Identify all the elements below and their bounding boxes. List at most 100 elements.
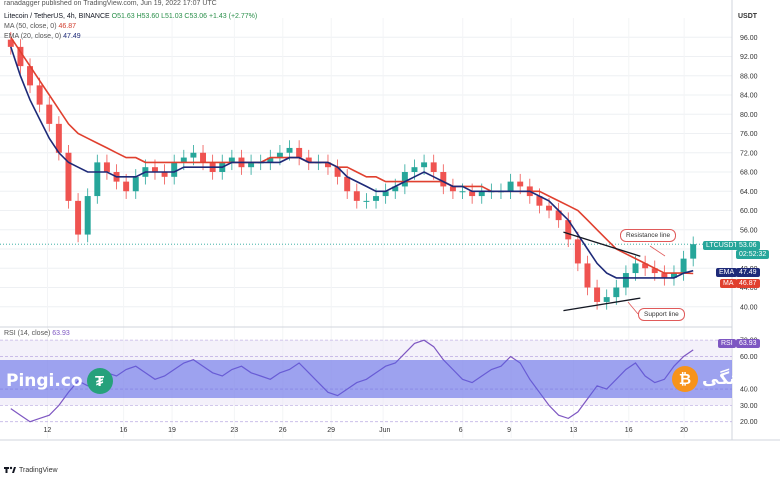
date-tick-label: 9 — [507, 427, 511, 434]
tradingview-logo[interactable]: TradingView — [4, 466, 58, 474]
candle-body — [267, 157, 274, 163]
candle-body — [161, 172, 168, 177]
date-tick-label: Jun — [379, 427, 390, 434]
ma50-line — [10, 36, 694, 275]
date-tick-label: 16 — [120, 427, 128, 434]
candle-body — [661, 273, 668, 278]
candle-body — [17, 46, 24, 67]
pingi-brand-persian: پینگی — [702, 369, 750, 389]
price-tick-label: 84.00 — [740, 93, 758, 100]
candle-body — [334, 167, 341, 177]
date-tick-label: 16 — [625, 427, 633, 434]
support-connector — [627, 301, 639, 315]
price-tick-label: 60.00 — [740, 208, 758, 215]
candle-body — [382, 191, 389, 197]
rsi-value-badge: 63.93 — [736, 339, 760, 348]
candle-body — [594, 287, 601, 302]
candle-body — [546, 205, 553, 211]
price-tick-label: 72.00 — [740, 150, 758, 157]
tradingview-icon — [4, 466, 16, 473]
brand-left: Pingi.co ₮ — [6, 368, 113, 394]
candle-body — [190, 152, 197, 158]
candle-body — [670, 273, 677, 278]
axis-currency: USDT — [738, 13, 758, 20]
price-tick-label: 88.00 — [740, 73, 758, 80]
candle-body — [651, 268, 658, 274]
rsi-legend[interactable]: RSI (14, close) 63.93 — [4, 330, 70, 337]
candle-body — [84, 196, 91, 235]
candle-body — [75, 200, 82, 235]
candle-body — [517, 181, 524, 187]
candle-body — [430, 162, 437, 172]
candle-body — [603, 297, 610, 302]
candle-body — [449, 186, 456, 192]
date-tick-label: 26 — [279, 427, 287, 434]
price-tick-label: 92.00 — [740, 54, 758, 61]
candle-body — [228, 157, 235, 163]
date-tick-label: 12 — [44, 427, 52, 434]
candle-body — [46, 104, 53, 124]
ema20-line — [10, 46, 694, 279]
ma-legend[interactable]: MA (50, close, 0) 46.87 — [4, 23, 76, 30]
ema-legend[interactable]: EMA (20, close, 0) 47.49 — [4, 33, 81, 40]
candle-body — [363, 200, 370, 202]
candle-body — [392, 186, 399, 192]
candle-body — [151, 167, 158, 172]
candle-body — [411, 167, 418, 172]
candle-body — [296, 147, 303, 158]
candle-body — [36, 85, 43, 105]
ma-tag: MA — [720, 279, 737, 288]
resistance-connector — [649, 245, 666, 257]
price-tick-label: 96.00 — [740, 35, 758, 42]
support-line — [563, 297, 641, 312]
candle-body — [459, 191, 466, 193]
candle-body — [171, 162, 178, 177]
bitcoin-icon: ₿ — [672, 366, 698, 392]
date-tick-label: 6 — [459, 427, 463, 434]
ema-value-badge: 47.49 — [736, 268, 760, 277]
price-tick-label: 68.00 — [740, 170, 758, 177]
price-tick-label: 76.00 — [740, 131, 758, 138]
candle-body — [103, 162, 110, 172]
ma-legend-value: 46.87 — [58, 23, 77, 30]
candle-body — [574, 239, 581, 264]
date-tick-label: 20 — [680, 427, 688, 434]
candle-body — [344, 176, 351, 192]
resistance-callout: Resistance line — [620, 229, 677, 242]
candle-body — [421, 162, 428, 168]
resistance-line — [563, 231, 641, 257]
ticker-badge: LTCUSDT — [703, 241, 741, 250]
candle-body — [180, 157, 187, 163]
pingi-brand-text: Pingi.co — [6, 371, 83, 391]
ema-legend-value: 47.49 — [63, 33, 81, 40]
candle-body — [622, 273, 629, 288]
candle-body — [55, 123, 62, 153]
candle-body — [555, 210, 562, 221]
date-tick-label: 19 — [168, 427, 176, 434]
symbol-name[interactable]: Litecoin / TetherUS, 4h, BINANCE — [4, 13, 110, 20]
rsi-tag: RSI — [718, 339, 736, 348]
candle-body — [373, 196, 380, 201]
rsi-tick-label: 40.00 — [740, 387, 758, 394]
candle-body — [324, 162, 331, 168]
candle-body — [642, 263, 649, 269]
rsi-tick-label: 30.00 — [740, 403, 758, 410]
price-tick-label: 44.00 — [740, 285, 758, 292]
candle-body — [632, 263, 639, 274]
candle-body — [200, 152, 207, 163]
tether-icon: ₮ — [86, 368, 113, 394]
candle-body — [123, 181, 130, 192]
rsi-tick-label: 20.00 — [740, 419, 758, 426]
candle-body — [536, 196, 543, 206]
candle-body — [440, 172, 447, 187]
price-tick-label: 80.00 — [740, 112, 758, 119]
rsi-tick-label: 60.00 — [740, 354, 758, 361]
candle-body — [478, 191, 485, 197]
price-tick-label: 56.00 — [740, 227, 758, 234]
candle-body — [94, 162, 101, 197]
support-callout: Support line — [638, 308, 685, 321]
ohlc-values: O51.63 H53.60 L51.03 C53.06 +1.43 (+2.77… — [111, 13, 258, 20]
candle-body — [680, 258, 687, 274]
candle-body — [469, 191, 476, 197]
